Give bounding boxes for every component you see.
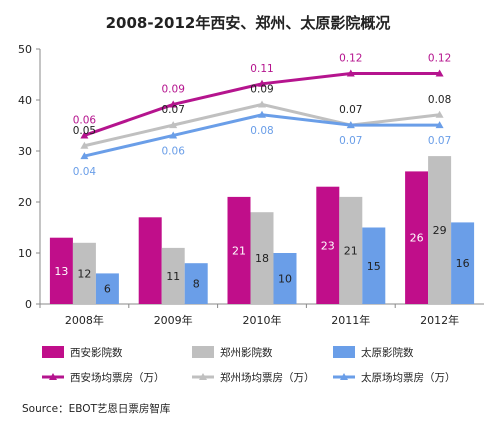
y-tick-label: 0 bbox=[25, 298, 32, 311]
line-marker bbox=[258, 79, 266, 87]
bar-value-label: 12 bbox=[77, 267, 91, 280]
line-value-label: 0.07 bbox=[339, 104, 362, 116]
line-marker bbox=[346, 121, 355, 129]
line-value-label: 0.11 bbox=[250, 63, 273, 75]
line-marker bbox=[435, 121, 444, 129]
bar-value-label: 10 bbox=[278, 273, 292, 286]
bar-3 bbox=[184, 263, 208, 304]
bar-value-label: 18 bbox=[255, 252, 269, 265]
legend-label: 郑州场均票房（万） bbox=[220, 371, 315, 384]
line-marker bbox=[169, 131, 178, 139]
line-marker bbox=[346, 69, 355, 77]
bar-value-label: 15 bbox=[367, 260, 381, 273]
bar-value-label: 21 bbox=[232, 244, 246, 257]
line-value-label: 0.09 bbox=[162, 83, 185, 95]
bar-value-label: 16 bbox=[456, 257, 470, 270]
chart-title: 2008-2012年西安、郑州、太原影院概况 bbox=[105, 14, 391, 32]
line-marker bbox=[80, 141, 89, 149]
line-value-label: 0.08 bbox=[428, 94, 451, 106]
bar-2 bbox=[339, 196, 363, 304]
legend-swatch bbox=[192, 346, 214, 358]
line-value-label: 0.04 bbox=[73, 166, 97, 178]
legend-swatch bbox=[333, 346, 355, 358]
y-tick-label: 30 bbox=[18, 145, 32, 158]
bar-1 bbox=[49, 237, 73, 304]
line-value-label: 0.08 bbox=[250, 125, 273, 137]
bar-2 bbox=[428, 156, 452, 304]
line-value-label: 0.06 bbox=[162, 145, 186, 157]
legend-swatch bbox=[42, 346, 64, 358]
line-value-label: 0.07 bbox=[428, 135, 451, 147]
x-tick-label: 2010年 bbox=[243, 313, 282, 327]
line-marker bbox=[435, 69, 444, 77]
bar-3 bbox=[451, 222, 475, 304]
x-tick-label: 2011年 bbox=[331, 313, 370, 327]
bar-1 bbox=[227, 196, 251, 304]
legend-label: 太原场均票房（万） bbox=[361, 371, 456, 384]
bar-3 bbox=[362, 227, 386, 304]
x-tick-label: 2009年 bbox=[154, 313, 193, 327]
line-value-label: 0.05 bbox=[73, 125, 96, 137]
y-tick-label: 10 bbox=[18, 247, 32, 260]
line-value-label: 0.07 bbox=[339, 135, 362, 147]
line-marker bbox=[258, 100, 266, 108]
legend-marker bbox=[199, 373, 207, 380]
bar-value-label: 29 bbox=[433, 224, 447, 237]
bar-value-label: 11 bbox=[166, 270, 180, 283]
legend-marker bbox=[49, 373, 57, 380]
y-tick-label: 20 bbox=[18, 196, 32, 209]
y-tick-label: 50 bbox=[18, 43, 32, 56]
legend-label: 西安影院数 bbox=[70, 346, 123, 359]
bar-value-label: 26 bbox=[410, 232, 424, 245]
legend-label: 太原影院数 bbox=[361, 346, 414, 359]
bar-1 bbox=[316, 186, 340, 304]
line-value-label: 0.06 bbox=[73, 114, 97, 126]
legend-marker bbox=[340, 373, 348, 380]
legend-label: 郑州影院数 bbox=[220, 346, 273, 359]
bar-1 bbox=[138, 217, 162, 304]
x-tick-label: 2012年 bbox=[420, 313, 459, 327]
bar-3 bbox=[273, 253, 297, 304]
line-marker bbox=[258, 110, 266, 118]
line-value-label: 0.12 bbox=[428, 52, 451, 64]
line-value-label: 0.12 bbox=[339, 52, 362, 64]
line-marker bbox=[435, 110, 444, 118]
line-marker bbox=[80, 131, 89, 139]
line-marker bbox=[80, 152, 89, 160]
source-note: Source：EBOT艺恩日票房智库 bbox=[22, 403, 171, 415]
bar-value-label: 21 bbox=[344, 244, 358, 257]
bar-value-label: 23 bbox=[321, 239, 335, 252]
bar-value-label: 6 bbox=[104, 283, 111, 296]
bar-2 bbox=[250, 212, 274, 304]
y-tick-label: 40 bbox=[18, 94, 32, 107]
bar-3 bbox=[95, 273, 119, 304]
bar-value-label: 13 bbox=[54, 265, 68, 278]
line-marker bbox=[169, 121, 178, 129]
bar-2 bbox=[72, 242, 96, 304]
legend-label: 西安场均票房（万） bbox=[70, 371, 165, 384]
line-value-label: 0.07 bbox=[162, 104, 185, 116]
bar-value-label: 8 bbox=[193, 278, 200, 291]
line-value-label: 0.09 bbox=[250, 83, 273, 95]
x-tick-label: 2008年 bbox=[65, 313, 104, 327]
bar-1 bbox=[405, 171, 429, 304]
bar-2 bbox=[161, 247, 185, 304]
line-marker bbox=[169, 100, 178, 108]
